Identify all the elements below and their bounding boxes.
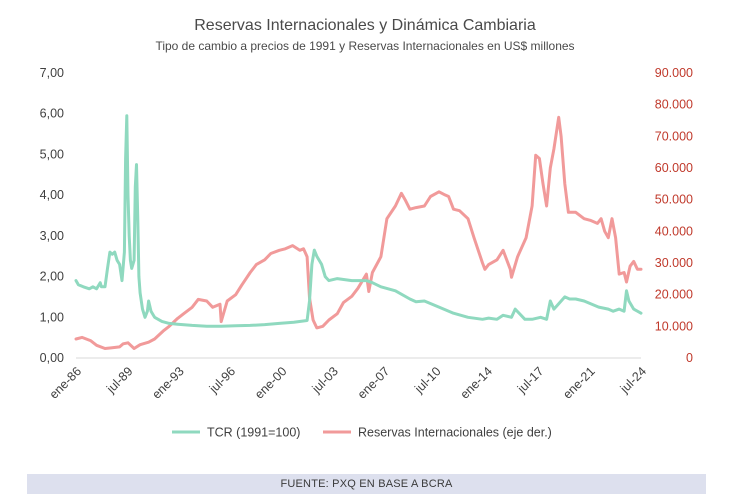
x-tick-label: jul-24 [617,364,649,396]
series-reservas-line [74,115,643,350]
x-tick-label: ene-14 [458,364,495,401]
y-right-tick-label: 60.000 [655,161,693,175]
y-right-tick-label: 10.000 [655,319,693,333]
y-right-tick-label: 90.000 [655,66,693,80]
left-axis: 0,00 1,00 2,00 3,00 4,00 5,00 6,00 7,00 [40,66,64,365]
x-tick-label: ene-93 [149,364,186,401]
y-right-tick-label: 80.000 [655,98,693,112]
y-left-tick-label: 6,00 [40,107,64,121]
y-left-tick-label: 5,00 [40,147,64,161]
chart-subtitle: Tipo de cambio a precios de 1991 y Reser… [155,39,574,53]
y-right-tick-label: 20.000 [655,288,693,302]
y-right-tick-label: 30.000 [655,256,693,270]
y-right-tick-label: 70.000 [655,129,693,143]
legend: TCR (1991=100) Reservas Internacionales (… [172,426,552,440]
y-right-tick-label: 40.000 [655,224,693,238]
y-right-tick-label: 0 [686,351,693,365]
legend-label: Reservas Internacionales (eje der.) [358,426,552,440]
chart-title: Reservas Internacionales y Dinámica Camb… [194,17,536,34]
x-tick-label: jul-03 [309,364,341,396]
x-axis: ene-86 jul-89 ene-93 jul-96 ene-00 jul-03 ene-… [47,364,649,401]
x-tick-label: ene-07 [355,364,392,401]
y-left-tick-label: 0,00 [40,351,64,365]
series-layer [74,114,643,350]
x-tick-label: ene-86 [47,364,84,401]
right-axis: 0 10.000 20.000 30.000 40.000 50.000 60.000 70.… [655,66,693,365]
y-left-tick-label: 7,00 [40,66,64,80]
y-left-tick-label: 3,00 [40,229,64,243]
x-tick-label: jul-17 [514,364,546,396]
x-tick-label: ene-21 [560,364,597,401]
series-tcr-line [74,114,643,328]
x-tick-label: ene-00 [252,364,289,401]
x-tick-label: jul-89 [103,364,135,396]
y-left-tick-label: 4,00 [40,188,64,202]
y-left-tick-label: 1,00 [40,310,64,324]
x-tick-label: jul-96 [206,364,238,396]
source-footer: FUENTE: PXQ EN BASE A BCRA [27,474,706,494]
x-tick-label: jul-10 [411,364,443,396]
legend-label: TCR (1991=100) [207,426,300,440]
y-right-tick-label: 50.000 [655,193,693,207]
y-left-tick-label: 2,00 [40,270,64,284]
